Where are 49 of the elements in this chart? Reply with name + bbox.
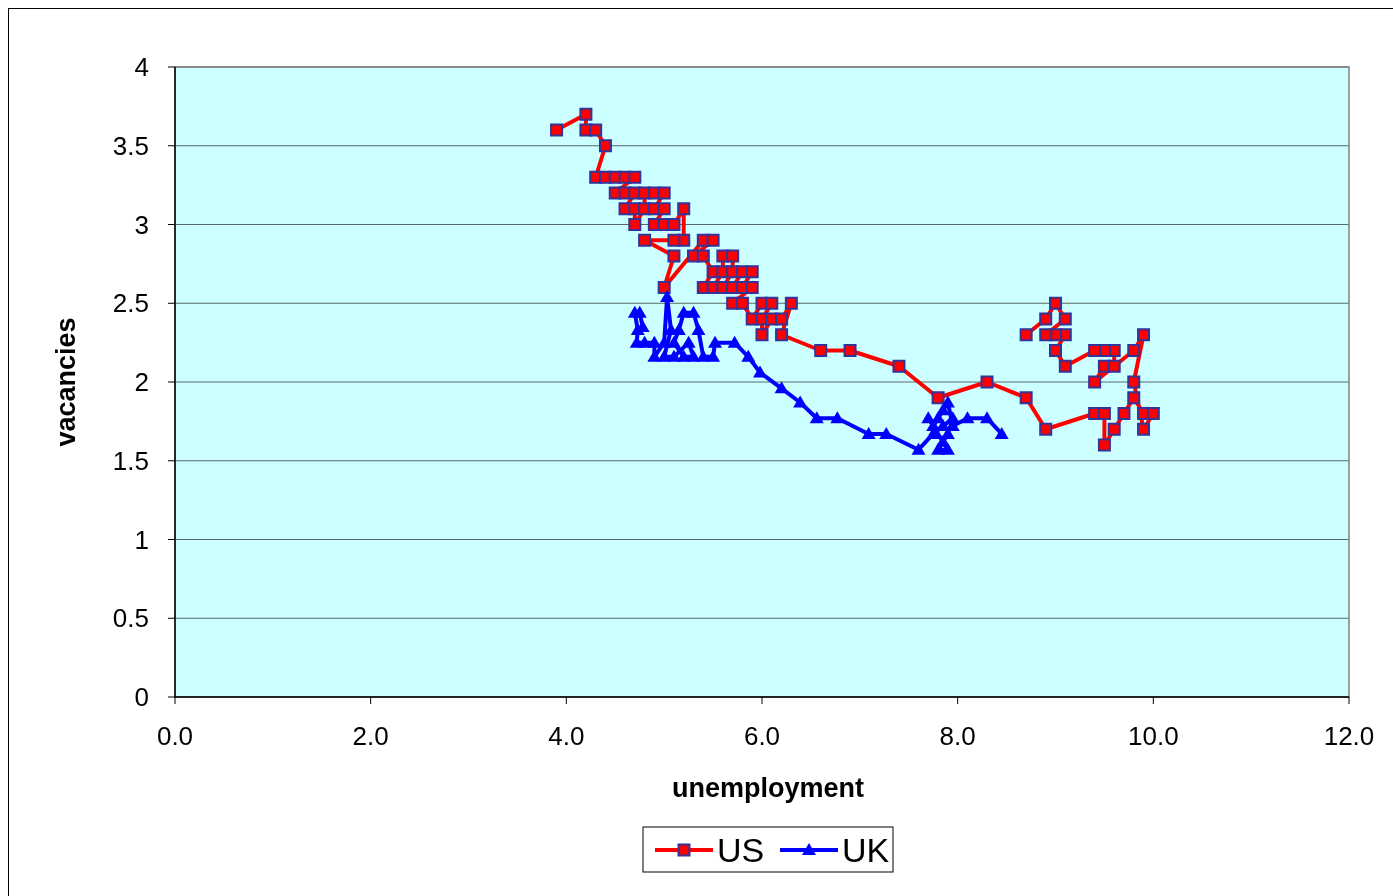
point [980,411,995,424]
point [686,305,701,318]
point [753,365,768,378]
y-axis-title: vacancies [51,317,81,447]
y-tick-label: 0 [134,682,149,712]
x-tick-label: 0.0 [156,721,194,751]
y-tick-label: 3.5 [112,130,149,161]
point [921,411,936,424]
x-axis-title: unemployment [671,773,865,803]
point [686,349,701,362]
point [861,426,876,439]
point [994,426,1009,439]
point [632,305,647,318]
y-tick-label: 2 [134,367,149,397]
y-tick-label: 0.5 [112,603,149,634]
x-tick-label: 10.0 [1128,721,1179,751]
point [830,411,845,424]
y-tick-label: 1.5 [112,445,149,476]
point [708,335,723,348]
point [666,349,681,362]
point [809,411,824,424]
y-tick-label: 4 [134,52,149,82]
y-tick-label: 3 [134,209,149,240]
x-tick-label: 2.0 [352,721,389,751]
point [691,323,706,336]
point [945,411,960,424]
point [879,426,894,439]
point [931,442,946,455]
point [960,411,975,424]
point [793,395,808,408]
legend-label: UK [842,831,890,869]
point [660,289,675,302]
point [629,335,644,348]
point [681,335,696,348]
legend-label: US [717,831,765,869]
x-tick-label: 8.0 [939,721,976,751]
point [666,335,681,348]
point [940,426,955,439]
point [911,442,926,455]
x-tick-label: 6.0 [743,721,781,751]
y-tick-label: 2.5 [112,288,149,319]
point [774,381,789,394]
x-tick-label: 12.0 [1323,721,1375,751]
point [676,305,691,318]
point [940,442,955,455]
x-tick-label: 4.0 [548,721,585,751]
y-tick-label: 1 [134,524,149,555]
point [727,335,742,348]
point [741,349,756,362]
